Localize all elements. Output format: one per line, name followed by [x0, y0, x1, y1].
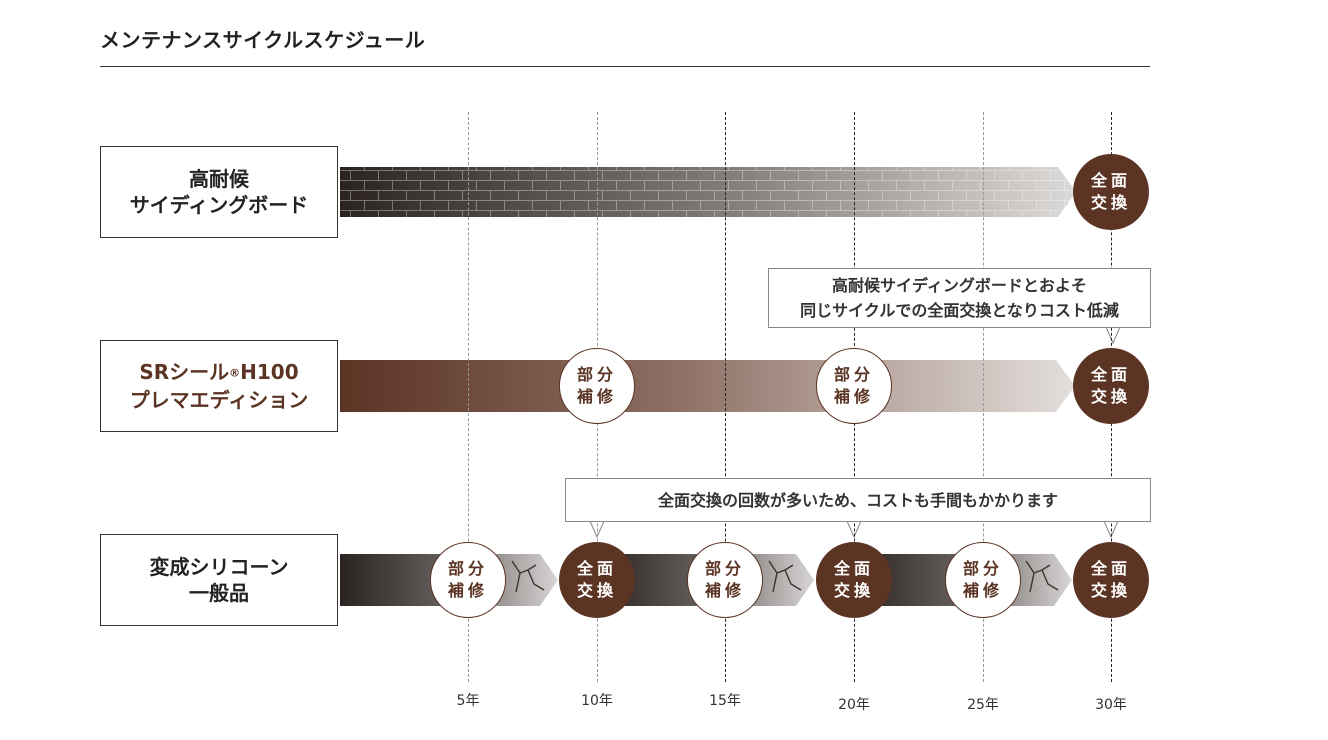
circle-line2: 交換: [833, 581, 874, 600]
partial-repair-circle: 部分 補修: [430, 542, 506, 618]
page-title: メンテナンスサイクルスケジュール: [100, 28, 426, 52]
callout-text-line1: 高耐候サイディングボードとおよそ: [832, 276, 1087, 295]
product-name: SRシール: [139, 360, 230, 385]
year-gridline-25: [983, 112, 984, 682]
partial-repair-circle: 部分 補修: [816, 348, 892, 424]
circle-line2: 補修: [447, 581, 488, 600]
circle-line1: 部分: [704, 559, 745, 578]
circle-line1: 全面: [1090, 171, 1131, 190]
row-label-line1: SRシール®H100: [139, 359, 298, 387]
circle-line1: 部分: [962, 559, 1003, 578]
sr-seal-bar: [340, 360, 1075, 412]
callout-text-line1: 全面交換の回数が多いため、コストも手間もかかります: [657, 490, 1058, 510]
year-label: 20年: [838, 697, 870, 713]
circle-line1: 部分: [576, 365, 617, 384]
siding-bar: [340, 167, 1076, 217]
circle-line2: 交換: [576, 581, 617, 600]
circle-line1: 全面: [833, 559, 874, 578]
circle-line2: 補修: [576, 387, 617, 406]
sr-seal-callout: 高耐候サイディングボードとおよそ 同じサイクルでの全面交換となりコスト低減: [768, 268, 1151, 328]
year-label: 10年: [581, 693, 613, 709]
callout-text-line2: 同じサイクルでの全面交換となりコスト低減: [800, 301, 1119, 320]
row-label-line2: 一般品: [189, 581, 249, 605]
circle-line1: 全面: [1090, 559, 1131, 578]
full-replacement-circle: 全面 交換: [1073, 542, 1149, 618]
year-label: 5年: [456, 693, 480, 709]
year-label: 25年: [967, 697, 999, 713]
circle-line1: 全面: [576, 559, 617, 578]
partial-repair-circle: 部分 補修: [945, 542, 1021, 618]
row-label-line1: 高耐候: [189, 167, 249, 191]
full-replacement-circle: 全面 交換: [1073, 154, 1149, 230]
circle-line1: 部分: [833, 365, 874, 384]
row-label-line2: プレマエディション: [129, 387, 309, 412]
year-gridline-15: [725, 112, 726, 682]
circle-line2: 交換: [1090, 387, 1131, 406]
full-replacement-circle: 全面 交換: [816, 542, 892, 618]
circle-line2: 交換: [1090, 581, 1131, 600]
circle-line2: 補修: [962, 581, 1003, 600]
year-label: 30年: [1095, 697, 1127, 713]
circle-line1: 全面: [1090, 365, 1131, 384]
registered-mark: ®: [229, 366, 241, 380]
row-label-line2: サイディングボード: [129, 193, 309, 217]
partial-repair-circle: 部分 補修: [687, 542, 763, 618]
full-replacement-circle: 全面 交換: [1073, 348, 1149, 424]
silicone-callout: 全面交換の回数が多いため、コストも手間もかかります: [565, 478, 1151, 522]
circle-line2: 補修: [833, 387, 874, 406]
title-divider: [100, 66, 1150, 67]
crack-icon: [511, 560, 1059, 593]
row-label-line1: 変成シリコーン: [149, 555, 289, 579]
circle-line2: 補修: [704, 581, 745, 600]
year-label: 15年: [709, 693, 741, 709]
full-replacement-circle: 全面 交換: [559, 542, 635, 618]
product-model: H100: [240, 360, 299, 385]
row-label-sr-seal: SRシール®H100 プレマエディション: [100, 340, 338, 432]
row-label-silicone: 変成シリコーン 一般品: [100, 534, 338, 626]
circle-line1: 部分: [447, 559, 488, 578]
year-gridline-5: [468, 112, 469, 682]
partial-repair-circle: 部分 補修: [559, 348, 635, 424]
circle-line2: 交換: [1090, 193, 1131, 212]
row-label-siding: 高耐候 サイディングボード: [100, 146, 338, 238]
